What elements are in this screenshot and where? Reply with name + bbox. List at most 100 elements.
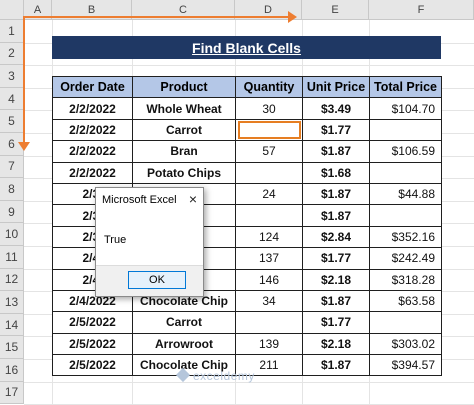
unit-price-cell[interactable]: $1.77 <box>302 311 370 334</box>
order-date-cell[interactable]: 2/2/2022 <box>52 161 133 184</box>
product-cell[interactable]: Arrowroot <box>132 332 236 356</box>
order-date-cell[interactable]: 2/2/2022 <box>52 97 133 120</box>
quantity-cell[interactable] <box>235 118 303 142</box>
product-cell[interactable]: Carrot <box>132 118 236 142</box>
order-date-cell[interactable]: 2/5/2022 <box>52 332 133 356</box>
total-price-cell[interactable]: $44.88 <box>369 182 442 206</box>
unit-price-cell[interactable]: $1.68 <box>302 161 370 184</box>
row-header-12[interactable]: 12 <box>0 268 24 292</box>
unit-price-cell[interactable]: $2.18 <box>302 268 370 291</box>
table-row: 2/2/2022 Carrot $1.77 <box>52 118 442 142</box>
down-arrow-icon <box>18 142 30 151</box>
watermark-text: exceldemy <box>193 369 255 383</box>
column-header-d[interactable]: D <box>235 0 302 20</box>
row-header-11[interactable]: 11 <box>0 246 24 269</box>
unit-price-cell[interactable]: $3.49 <box>302 97 370 120</box>
table-row: 2/3/$1.87 <box>52 204 442 227</box>
table-row: 2/5/2022 Arrowroot 139 $2.18 $303.02 <box>52 332 442 356</box>
row-header-8[interactable]: 8 <box>0 178 24 201</box>
unit-price-cell[interactable]: $2.84 <box>302 225 370 249</box>
header-quantity[interactable]: Quantity <box>235 75 303 99</box>
header-unit-price[interactable]: Unit Price <box>302 75 370 99</box>
quantity-cell[interactable]: 139 <box>235 332 303 356</box>
total-price-cell[interactable]: $63.58 <box>369 289 442 313</box>
table-row: 2/2/2022 Whole Wheat 30 $3.49 $104.70 <box>52 97 442 120</box>
unit-price-cell[interactable]: $1.87 <box>302 204 370 227</box>
row-header-1[interactable]: 1 <box>0 20 24 43</box>
unit-price-cell[interactable]: $1.87 <box>302 140 370 163</box>
column-header-f[interactable]: F <box>369 0 474 20</box>
quantity-cell[interactable]: 124 <box>235 225 303 249</box>
row-header-7[interactable]: 7 <box>0 155 24 179</box>
unit-price-cell[interactable]: $1.87 <box>302 289 370 313</box>
total-price-cell[interactable]: $352.16 <box>369 225 442 249</box>
header-order-date[interactable]: Order Date <box>52 75 133 99</box>
total-price-cell[interactable] <box>369 311 442 334</box>
unit-price-cell[interactable]: $1.87 <box>302 354 370 377</box>
dialog-footer: OK <box>96 265 203 296</box>
row-header-17[interactable]: 17 <box>0 381 24 405</box>
quantity-cell[interactable]: 24 <box>235 182 303 206</box>
total-price-cell[interactable]: $242.49 <box>369 247 442 270</box>
order-date-cell[interactable]: 2/5/2022 <box>52 311 133 334</box>
column-header-c[interactable]: C <box>132 0 235 20</box>
row-header-5[interactable]: 5 <box>0 110 24 133</box>
total-price-cell[interactable]: $106.59 <box>369 140 442 163</box>
order-date-cell[interactable]: 2/2/2022 <box>52 140 133 163</box>
order-date-cell[interactable]: 2/5/2022 <box>52 354 133 377</box>
quantity-cell[interactable]: 211 <box>235 354 303 377</box>
row-header-2[interactable]: 2 <box>0 42 24 66</box>
total-price-cell[interactable]: $104.70 <box>369 97 442 120</box>
quantity-cell[interactable]: 34 <box>235 289 303 313</box>
table-row: 2/2/2022 Bran 57 $1.87 $106.59 <box>52 140 442 163</box>
row-header-9[interactable]: 9 <box>0 200 24 224</box>
order-date-cell[interactable]: 2/2/2022 <box>52 118 133 142</box>
product-cell[interactable]: Whole Wheat <box>132 97 236 120</box>
quantity-cell[interactable]: 30 <box>235 97 303 120</box>
watermark-icon <box>175 367 191 383</box>
product-cell[interactable]: Potato Chips <box>132 161 236 184</box>
quantity-cell[interactable]: 57 <box>235 140 303 163</box>
row-header-10[interactable]: 10 <box>0 223 24 246</box>
data-table: Order Date Product Quantity Unit Price T… <box>52 75 442 377</box>
horizontal-arrow-line <box>23 16 291 18</box>
row-header-13[interactable]: 13 <box>0 291 24 314</box>
total-price-cell[interactable]: $394.57 <box>369 354 442 377</box>
table-header-row: Order Date Product Quantity Unit Price T… <box>52 75 442 99</box>
quantity-cell[interactable]: 137 <box>235 247 303 270</box>
unit-price-cell[interactable]: $2.18 <box>302 332 370 356</box>
total-price-cell[interactable] <box>369 161 442 184</box>
header-total-price[interactable]: Total Price <box>369 75 442 99</box>
product-cell[interactable]: Carrot <box>132 311 236 334</box>
row-header-16[interactable]: 16 <box>0 359 24 382</box>
unit-price-cell[interactable]: $1.87 <box>302 182 370 206</box>
unit-price-cell[interactable]: $1.77 <box>302 118 370 142</box>
ok-button[interactable]: OK <box>128 271 186 289</box>
column-header-e[interactable]: E <box>302 0 369 20</box>
row-header-15[interactable]: 15 <box>0 336 24 359</box>
row-header-14[interactable]: 14 <box>0 313 24 337</box>
unit-price-cell[interactable]: $1.77 <box>302 247 370 270</box>
column-header-b[interactable]: B <box>52 0 132 20</box>
message-box-dialog: Microsoft Excel × True OK <box>95 187 204 297</box>
quantity-cell[interactable]: 146 <box>235 268 303 291</box>
total-price-cell[interactable] <box>369 204 442 227</box>
row-header-4[interactable]: 4 <box>0 87 24 111</box>
total-price-cell[interactable] <box>369 118 442 142</box>
product-cell[interactable]: Bran <box>132 140 236 163</box>
quantity-cell[interactable] <box>235 311 303 334</box>
product-cell[interactable]: Chocolate Chip <box>132 354 236 377</box>
close-icon[interactable]: × <box>188 191 197 207</box>
gridline <box>24 65 474 67</box>
dialog-title: Microsoft Excel <box>102 194 177 206</box>
column-header-a[interactable]: A <box>24 0 52 20</box>
total-price-cell[interactable]: $303.02 <box>369 332 442 356</box>
quantity-cell[interactable] <box>235 161 303 184</box>
quantity-cell[interactable] <box>235 204 303 227</box>
gridline <box>24 381 474 383</box>
header-product[interactable]: Product <box>132 75 236 99</box>
row-header-3[interactable]: 3 <box>0 65 24 88</box>
sheet-title-cell[interactable]: Find Blank Cells <box>52 36 441 59</box>
select-all-corner[interactable] <box>0 0 24 20</box>
total-price-cell[interactable]: $318.28 <box>369 268 442 291</box>
